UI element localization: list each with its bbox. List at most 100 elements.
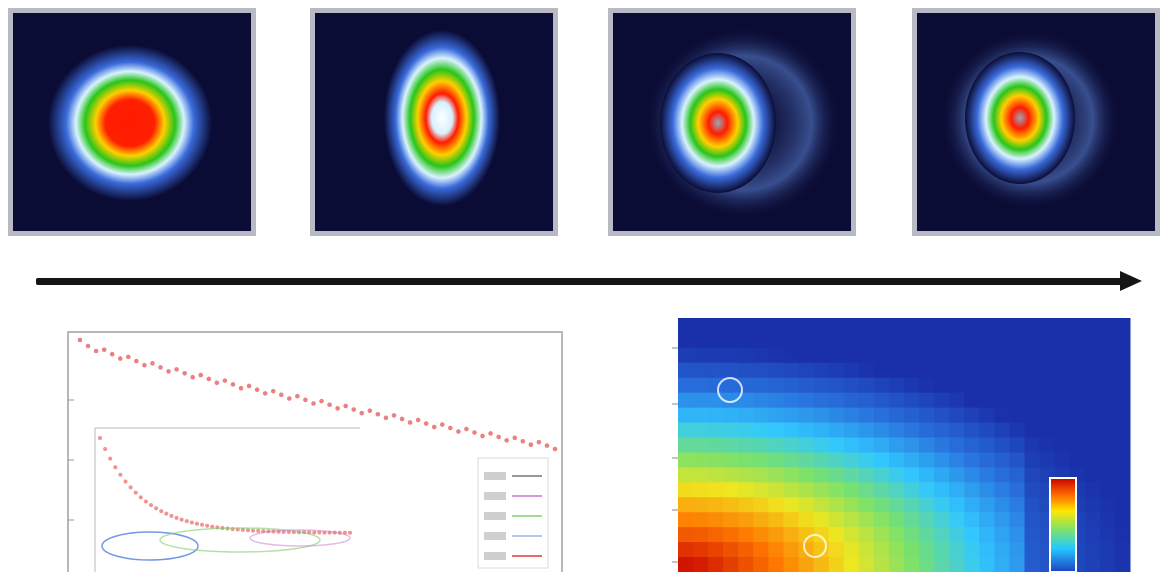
- heatmap-cell: [753, 377, 769, 394]
- heatmap-cell: [873, 407, 890, 424]
- upper-series-point: [520, 438, 526, 444]
- heatmap-cell: [708, 377, 724, 394]
- upper-series-point: [270, 388, 276, 394]
- upper-series-point: [198, 372, 204, 378]
- heatmap-cell: [934, 557, 950, 572]
- heatmap-cell: [738, 527, 754, 543]
- heatmap-cell: [828, 512, 845, 528]
- heatmap-cell: [1099, 467, 1116, 483]
- heatmap-cell: [723, 482, 739, 498]
- heatmap-cell: [949, 527, 965, 543]
- heatmap-cell: [858, 467, 875, 483]
- inset-series-point: [113, 465, 118, 470]
- heatmap-cell: [783, 542, 800, 558]
- upper-series-point: [415, 417, 421, 423]
- upper-series-point: [512, 435, 518, 441]
- heatmap-cell: [964, 527, 980, 543]
- heatmap-cell: [873, 557, 890, 572]
- heatmap-cell: [693, 332, 709, 349]
- colorbar: [1049, 477, 1077, 572]
- heatmap-cell: [678, 542, 694, 558]
- heatmap-cell: [888, 482, 905, 498]
- heatmap-cell: [1114, 467, 1131, 483]
- heatmap-cell: [843, 437, 860, 453]
- upper-series-point: [391, 413, 397, 418]
- upper-series-point: [464, 426, 469, 432]
- heatmap-y-ticks: [672, 347, 678, 563]
- heatmap-cell: [1114, 557, 1131, 572]
- heatmap-cell: [693, 318, 709, 334]
- heatmap-cell: [873, 467, 890, 483]
- heatmap-cell: [1084, 318, 1101, 334]
- heatmap-cell: [1009, 407, 1026, 424]
- time-arrow-line: [36, 278, 1126, 285]
- heatmap-cell: [934, 347, 950, 364]
- heatmap-cell: [798, 527, 815, 543]
- heatmap-cell: [858, 497, 875, 513]
- heatmap-cell: [723, 452, 739, 468]
- heatmap-cell: [783, 422, 800, 439]
- heatmap-cell: [1114, 497, 1131, 513]
- inset-series-point: [118, 472, 123, 477]
- heatmap-cell: [1054, 362, 1071, 379]
- heatmap-cell: [1024, 527, 1041, 543]
- heatmap-cell: [723, 512, 739, 528]
- heatmap-cell: [1084, 497, 1101, 513]
- heatmap-cell: [979, 467, 995, 483]
- heatmap-cell: [828, 542, 845, 558]
- heatmap-cell: [904, 542, 920, 558]
- heatmap-cell: [783, 437, 800, 453]
- heatmap-cell: [708, 497, 724, 513]
- heatmap-cell: [1084, 377, 1101, 394]
- heatmap-cell: [813, 497, 830, 513]
- heatmap-cell: [708, 347, 724, 364]
- heatmap-cell: [1099, 497, 1116, 513]
- heatmap-cell: [979, 392, 995, 409]
- heatmap-cell: [979, 482, 995, 498]
- heatmap-cell: [843, 407, 860, 424]
- heatmap-cell: [994, 557, 1010, 572]
- heatmap-cell: [873, 527, 890, 543]
- heatmap-cell: [678, 527, 694, 543]
- heatmap-cell: [1084, 542, 1101, 558]
- heatmap-cell: [678, 407, 694, 424]
- heatmap-cell: [678, 512, 694, 528]
- heatmap-cell: [1009, 392, 1026, 409]
- heatmap-cell: [1069, 377, 1086, 394]
- heatmap-cell: [934, 497, 950, 513]
- heatmap-cell: [858, 482, 875, 498]
- upper-series-point: [166, 369, 171, 374]
- heatmap-cell: [904, 422, 920, 439]
- heatmap-cell: [828, 377, 845, 394]
- heatmap-cell: [1039, 392, 1056, 409]
- heatmap-cell: [979, 557, 995, 572]
- heatmap-cell: [708, 332, 724, 349]
- heatmap-cell: [934, 452, 950, 468]
- heatmap-cell: [798, 318, 815, 334]
- heatmap-cell: [813, 332, 830, 349]
- heatmap-cell: [949, 542, 965, 558]
- heatmap-cell: [843, 347, 860, 364]
- heatmap-cell: [949, 437, 965, 453]
- heatmap-cell: [934, 318, 950, 334]
- heatmap-cell: [1039, 318, 1056, 334]
- heatmap-cell: [1054, 332, 1071, 349]
- line-plot: [67, 331, 563, 572]
- heatmap-cell: [753, 542, 769, 558]
- heatmap-cell: [678, 332, 694, 349]
- heatmap-cell: [753, 527, 769, 543]
- heatmap-cell: [1099, 512, 1116, 528]
- heatmap-cell: [964, 318, 980, 334]
- inset-series-point: [200, 522, 205, 527]
- heatmap-cell: [738, 512, 754, 528]
- heatmap-cell: [753, 437, 769, 453]
- heatmap-cell: [1069, 347, 1086, 364]
- heatmap-cell: [919, 467, 935, 483]
- heatmap-cell: [1114, 422, 1131, 439]
- heatmap-cell: [678, 377, 694, 394]
- heatmap-cell: [693, 557, 709, 572]
- arrow-head-icon: [1120, 271, 1142, 291]
- heatmap-cell: [828, 318, 845, 334]
- heatmap-cell: [768, 542, 784, 558]
- heatmap-cell: [919, 318, 935, 334]
